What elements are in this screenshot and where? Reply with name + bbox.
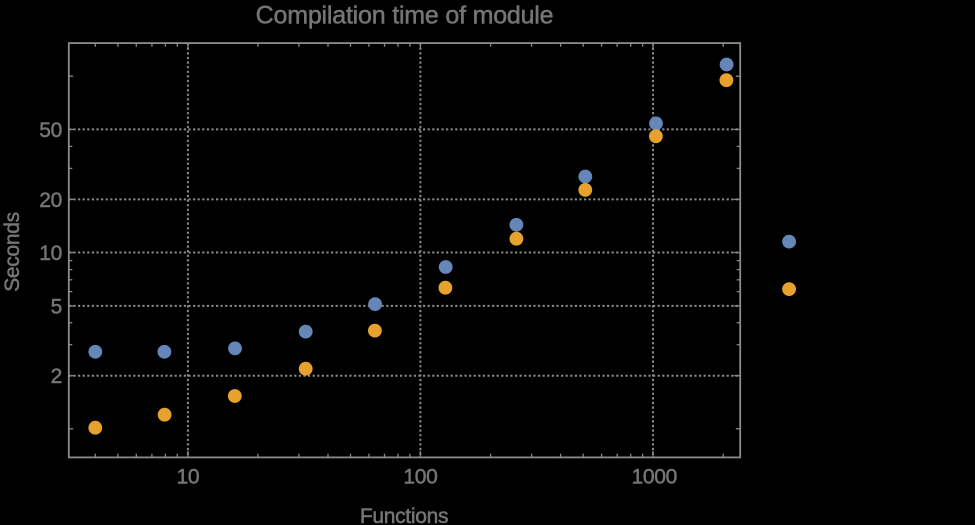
svg-text:10: 10 — [39, 242, 62, 265]
svg-text:10: 10 — [177, 466, 200, 489]
svg-text:50: 50 — [39, 119, 62, 142]
svg-text:Seconds: Seconds — [1, 212, 24, 292]
svg-text:5: 5 — [51, 295, 62, 318]
svg-text:100: 100 — [403, 466, 437, 489]
svg-text:Functions: Functions — [360, 505, 448, 525]
svg-text:1000: 1000 — [632, 466, 678, 489]
svg-text:Compilation time of module: Compilation time of module — [256, 2, 554, 30]
svg-text:2: 2 — [51, 365, 62, 388]
svg-text:20: 20 — [39, 189, 62, 212]
